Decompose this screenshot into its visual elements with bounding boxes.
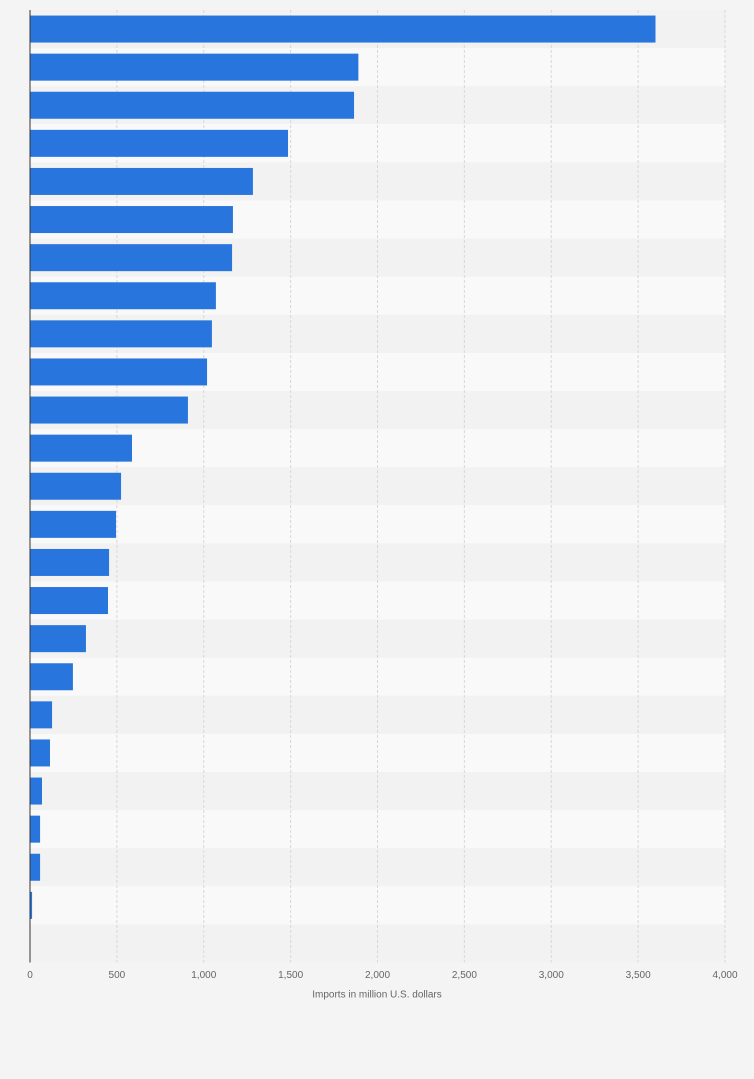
bar (30, 129, 289, 157)
bar (30, 91, 355, 119)
bar (30, 663, 73, 691)
bar (30, 777, 42, 805)
x-tick-label: 1,500 (278, 970, 303, 981)
x-tick-label: 0 (27, 970, 33, 981)
x-tick-label: 2,000 (365, 970, 390, 981)
x-axis-title: Imports in million U.S. dollars (312, 990, 441, 1001)
bar (30, 739, 50, 767)
bar (30, 396, 188, 424)
bar (30, 472, 122, 500)
bar (30, 206, 233, 234)
bar (30, 434, 132, 462)
bar (30, 282, 216, 310)
x-tick-label: 2,500 (452, 970, 477, 981)
x-tick-label: 3,500 (626, 970, 651, 981)
bar (30, 891, 33, 919)
x-tick-label: 1,000 (191, 970, 216, 981)
bar (30, 625, 86, 653)
bar (30, 244, 233, 272)
bar (30, 320, 212, 348)
bar (30, 853, 41, 881)
x-tick-label: 500 (109, 970, 126, 981)
bar (30, 167, 253, 195)
x-tick-label: 4,000 (712, 970, 737, 981)
bar (30, 358, 208, 386)
bar (30, 53, 359, 81)
bar (30, 510, 117, 538)
bar (30, 587, 109, 615)
x-tick-label: 3,000 (539, 970, 564, 981)
bar (30, 815, 41, 843)
bar (30, 701, 53, 729)
bar (30, 15, 656, 43)
bar (30, 548, 110, 576)
